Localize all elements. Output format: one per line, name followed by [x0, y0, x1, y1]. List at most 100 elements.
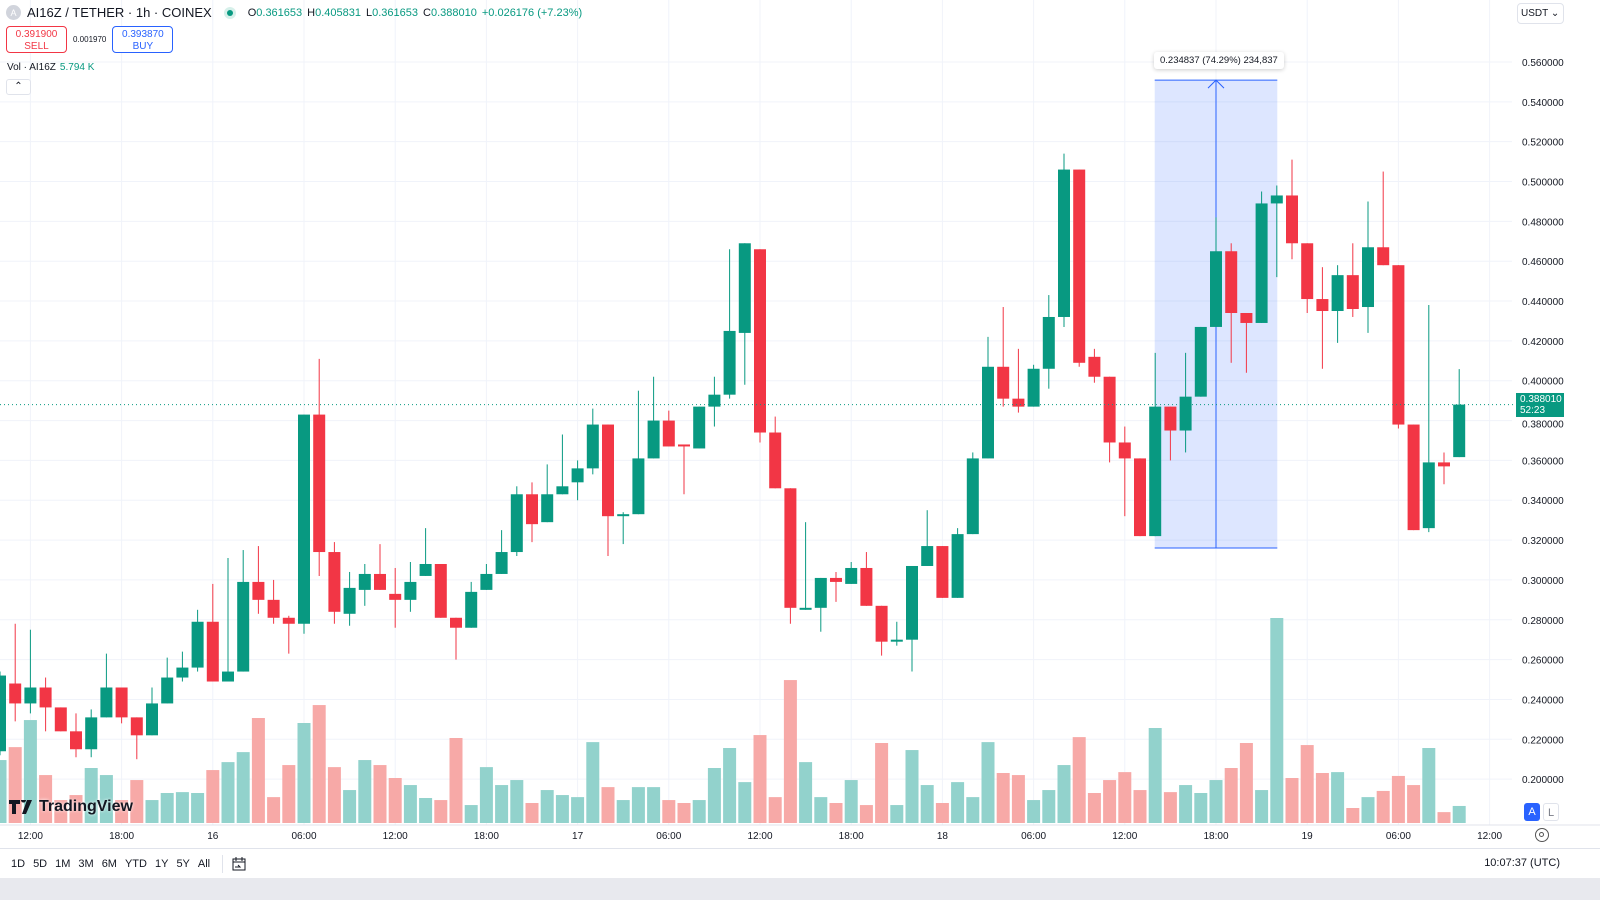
- volume-bar: [1057, 765, 1071, 823]
- volume-bar: [343, 790, 357, 823]
- current-price-label: 0.388010 52:23: [1516, 392, 1564, 417]
- candle: [799, 522, 812, 610]
- tradingview-logo[interactable]: TradingView: [9, 798, 133, 816]
- change-value: +0.026176 (+7.23%): [481, 6, 583, 19]
- volume-bar: [1285, 778, 1299, 823]
- candle-body: [951, 534, 964, 598]
- bottom-strip: [0, 878, 1600, 900]
- candle-body: [313, 414, 326, 553]
- volume-bar: [1148, 728, 1162, 823]
- candle: [845, 562, 858, 584]
- candle-body: [1027, 368, 1040, 407]
- candle-body: [434, 563, 447, 618]
- volume-bar: [327, 767, 341, 823]
- range-1m[interactable]: 1M: [55, 857, 71, 870]
- candle: [1134, 458, 1146, 537]
- volume-bar: [206, 770, 220, 823]
- utc-clock[interactable]: 10:07:37 (UTC): [1484, 857, 1560, 869]
- range-1y[interactable]: 1Y: [154, 857, 169, 870]
- bottom-toolbar: 1D 5D 1M 3M 6M YTD 1Y 5Y All: [0, 848, 1600, 878]
- volume-bar: [951, 782, 965, 823]
- volume-bar: [1239, 743, 1253, 823]
- candle: [465, 581, 478, 628]
- volume-bar: [1011, 775, 1025, 823]
- candle-body: [1346, 275, 1359, 310]
- chevron-up-icon: ⌃: [14, 81, 23, 92]
- candle-body: [252, 581, 265, 600]
- auto-scale-button[interactable]: A: [1524, 803, 1540, 821]
- currency-select[interactable]: USDT ⌄: [1517, 3, 1564, 24]
- x-tick-label: 12:00: [1112, 831, 1137, 842]
- candle: [1225, 243, 1238, 363]
- volume-bar: [996, 773, 1010, 823]
- candle: [176, 651, 189, 682]
- candle: [282, 615, 295, 654]
- volume-bar: [388, 778, 402, 823]
- volume-bar: [738, 782, 752, 823]
- candle-body: [1377, 247, 1390, 266]
- volume-bar: [905, 750, 919, 823]
- volume-bar: [814, 797, 828, 823]
- candle-body: [1331, 275, 1344, 312]
- candle-body: [419, 563, 432, 576]
- y-tick-label: 0.320000: [1522, 536, 1564, 547]
- candle: [450, 617, 462, 660]
- candle: [130, 717, 143, 760]
- volume-bar: [1118, 772, 1132, 823]
- candle-body: [1301, 243, 1314, 300]
- volume-bar: [1133, 790, 1147, 823]
- volume-bar: [69, 795, 83, 823]
- candle-body: [328, 552, 341, 612]
- symbol-title[interactable]: AI16Z / TETHER · 1h · COINEX: [27, 5, 212, 20]
- candle-body: [510, 494, 523, 553]
- volume-bar: [1087, 793, 1101, 823]
- volume-bar: [434, 800, 448, 823]
- calendar-goto-icon[interactable]: [231, 856, 247, 872]
- y-tick-label: 0.420000: [1522, 337, 1564, 348]
- range-5d[interactable]: 5D: [33, 857, 48, 870]
- candle: [997, 307, 1010, 407]
- range-ytd[interactable]: YTD: [124, 857, 147, 870]
- candle-body: [1073, 169, 1086, 363]
- candle: [906, 565, 918, 672]
- candle: [404, 562, 417, 612]
- candle: [754, 249, 766, 443]
- candle: [206, 583, 219, 682]
- buy-button[interactable]: 0.393870 BUY: [112, 26, 174, 53]
- range-1d[interactable]: 1D: [11, 857, 26, 870]
- settings-gear-icon[interactable]: [1535, 828, 1549, 842]
- candle-body: [480, 573, 493, 590]
- range-3m[interactable]: 3M: [78, 857, 94, 870]
- candle: [875, 605, 888, 656]
- x-tick-label: 17: [572, 831, 584, 842]
- candle: [1362, 201, 1374, 333]
- candle: [358, 563, 371, 606]
- range-6m[interactable]: 6M: [101, 857, 117, 870]
- candle: [632, 390, 645, 515]
- candlestick-chart[interactable]: 0.560000 0.540000 0.520000 0.500000 0.480000…: [0, 0, 1600, 848]
- collapse-legend-button[interactable]: ⌃: [6, 79, 31, 95]
- candle-body: [1270, 195, 1283, 204]
- volume-bar: [692, 800, 706, 823]
- y-tick-label: 0.240000: [1522, 695, 1564, 706]
- volume-bar: [1224, 768, 1238, 823]
- ohlc-legend: O0.361653 H0.405831 L0.361653 C0.388010 …: [247, 6, 583, 19]
- range-5y[interactable]: 5Y: [176, 857, 190, 870]
- candle-body: [237, 581, 250, 672]
- log-scale-button[interactable]: L: [1543, 803, 1559, 821]
- range-all[interactable]: All: [197, 857, 211, 870]
- candle-body: [130, 717, 143, 736]
- sell-button[interactable]: 0.391900 SELL: [6, 26, 67, 53]
- candle-body: [1362, 247, 1374, 308]
- candle-body: [541, 494, 554, 523]
- candle: [1027, 364, 1040, 407]
- volume-bar: [799, 762, 813, 823]
- volume-bar: [1027, 800, 1041, 823]
- candle-body: [54, 707, 67, 732]
- candle: [526, 482, 538, 543]
- volume-bar: [981, 742, 995, 823]
- candle: [784, 488, 797, 624]
- x-tick-label: 18: [937, 831, 949, 842]
- candle: [1407, 424, 1420, 531]
- candle-body: [1012, 398, 1025, 407]
